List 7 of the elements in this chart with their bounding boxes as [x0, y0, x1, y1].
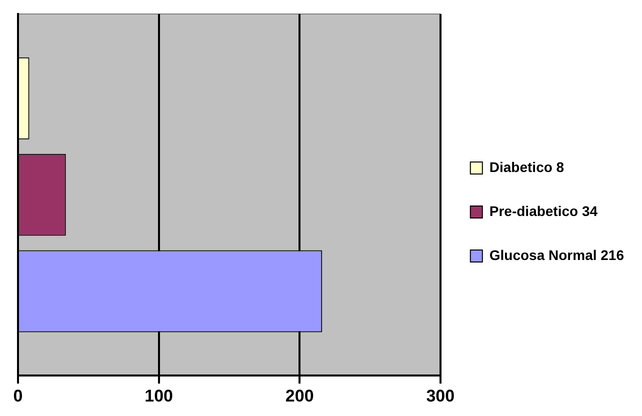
x-tick-label: 300: [426, 386, 455, 406]
legend-label: Glucosa Normal 216: [489, 246, 624, 263]
x-tick-label: 0: [13, 386, 23, 406]
x-tick-label: 100: [144, 386, 173, 406]
x-tick-label: 200: [285, 386, 314, 406]
legend-label: Diabetico 8: [489, 158, 564, 175]
legend-label: Pre-diabetico 34: [489, 202, 598, 219]
